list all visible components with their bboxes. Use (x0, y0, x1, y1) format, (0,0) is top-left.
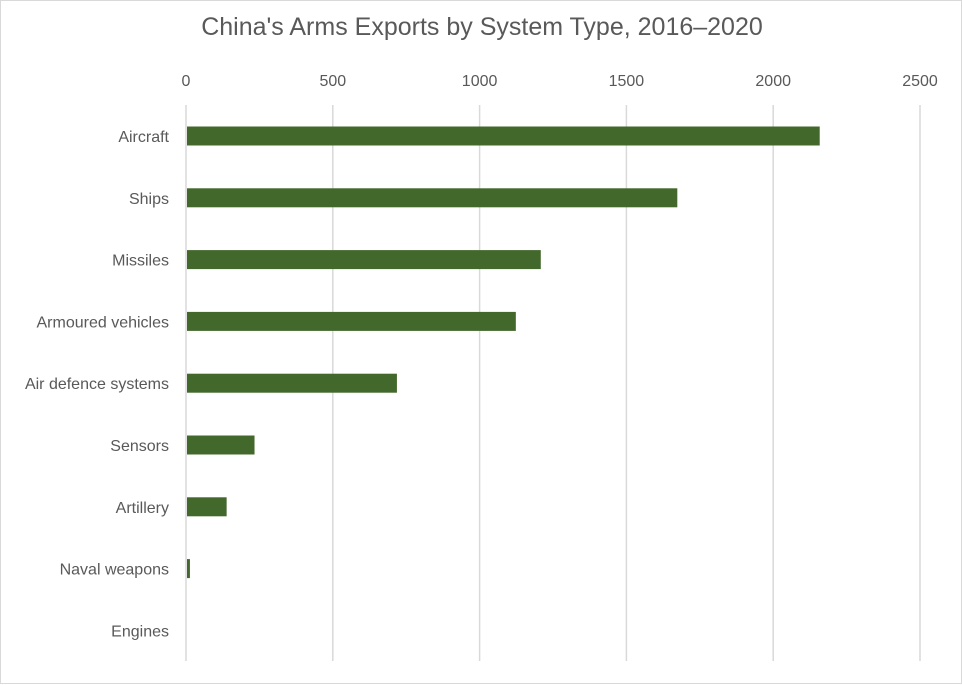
bar (187, 559, 190, 579)
bar (187, 373, 397, 393)
x-tick-label: 1000 (462, 73, 498, 90)
x-tick-label: 500 (319, 73, 346, 90)
category-label: Missiles (112, 253, 169, 270)
category-label: Aircraft (118, 129, 169, 146)
category-label: Ships (129, 191, 169, 208)
category-label: Armoured vehicles (37, 314, 170, 331)
category-label: Air defence systems (25, 376, 169, 393)
category-label: Engines (111, 623, 169, 640)
x-tick-label: 1500 (609, 73, 645, 90)
bar (187, 126, 820, 146)
bar (187, 250, 541, 270)
x-tick-labels: 0 500 1000 1500 2000 2500 (182, 73, 938, 90)
x-tick-label: 2500 (902, 73, 938, 90)
bar (187, 188, 678, 208)
category-label: Naval weapons (60, 562, 169, 579)
bars (187, 126, 820, 579)
category-label: Artillery (116, 500, 169, 517)
bar (187, 311, 516, 331)
bar (187, 435, 255, 455)
bar (187, 497, 227, 517)
x-tick-label: 0 (182, 73, 191, 90)
category-label: Sensors (110, 438, 169, 455)
chart-title: China's Arms Exports by System Type, 201… (201, 13, 763, 41)
x-tick-label: 2000 (755, 73, 791, 90)
category-labels: Aircraft Ships Missiles Armoured vehicles Ai… (25, 129, 170, 640)
